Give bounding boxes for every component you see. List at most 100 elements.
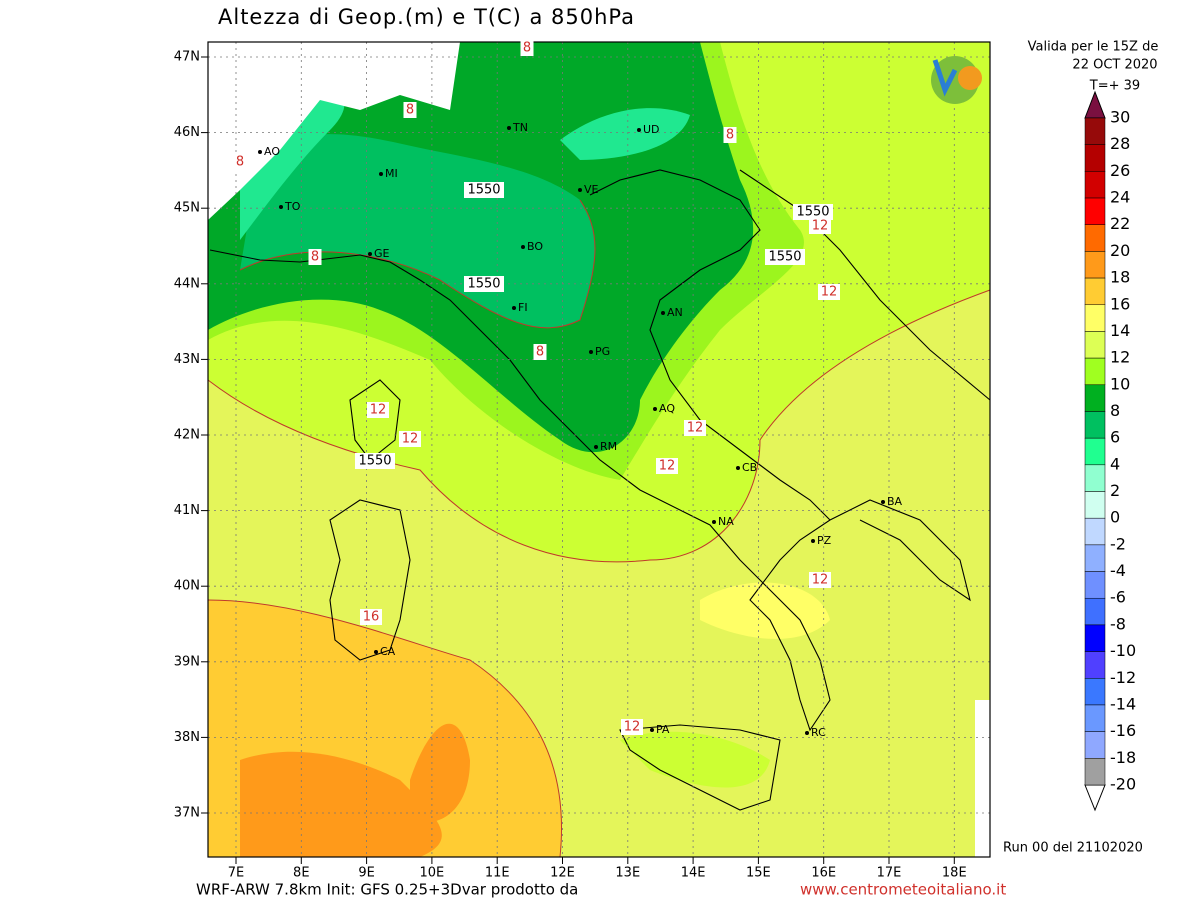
contour-label: 1550 [358,454,391,469]
contour-label: 1550 [768,250,801,265]
colorbar-box [1084,437,1106,466]
city-dot [368,252,372,256]
contour-label-bg [308,249,322,265]
contour-label: 1550 [467,277,500,292]
colorbar-box [1084,544,1106,572]
city-dot [258,150,262,154]
contour-label-bg [533,344,547,360]
lat-label: 45N [174,201,200,216]
contour-label: 8 [523,41,531,56]
colorbar-box [1084,384,1106,412]
lat-label: 44N [174,276,200,291]
colorbar-label: -18 [1110,748,1136,767]
city-label: CA [380,645,396,658]
contour-label-bg [360,609,382,625]
colorbar-label: 30 [1110,108,1130,127]
contour-label: 8 [536,345,544,360]
colorbar-label: 22 [1110,214,1130,233]
colorbar-box [1084,197,1106,225]
colorbar-label: -20 [1110,775,1136,794]
colorbar-label: -8 [1110,614,1126,633]
colorbar-box [1084,651,1106,679]
contour-label-bg [809,218,831,234]
colorbar-label: -6 [1110,588,1126,607]
lon-label: 18E [942,866,967,881]
colorbar-box [1084,624,1106,652]
valid-line: Valida per le 15Z de [1028,40,1159,55]
colorbar-label: 8 [1110,401,1120,420]
city-label: RM [600,440,617,453]
colorbar-label: -10 [1110,641,1136,660]
lon-label: 13E [615,866,640,881]
colorbar-box [1084,731,1106,759]
contour-label-bg [809,572,831,588]
contour-label: 12 [687,421,704,436]
contour-label: 1550 [467,183,500,198]
colorbar-box [1084,331,1106,359]
contour-label: 8 [236,155,244,170]
colorbar-label: 16 [1110,294,1130,313]
lon-label: 8E [293,866,310,881]
city-label: CB [742,461,757,474]
contour-label: 12 [402,432,419,447]
colorbar-box [1084,144,1106,172]
colorbar-box [1084,171,1106,199]
colorbar-box [1084,597,1106,626]
contour-label-bg [464,182,504,198]
colorbar-label: 10 [1110,374,1130,393]
colorbar-box [1084,304,1106,332]
city-label: AO [264,145,280,158]
colorbar-label: -14 [1110,694,1136,713]
colorbar-box [1084,224,1106,252]
coastline [209,169,991,811]
lat-label: 37N [174,806,200,821]
lat-label: 40N [174,579,200,594]
city-dot [578,188,582,192]
colorbar-label: 0 [1110,508,1120,527]
colorbar-label: 20 [1110,241,1130,260]
colorbar-box [1084,251,1106,279]
colorbar-label: -2 [1110,534,1126,553]
colorbar-label: 18 [1110,268,1130,287]
colorbar-label: 24 [1110,188,1130,207]
lon-label: 9E [358,866,375,881]
city-dot [805,731,809,735]
contour-label-bg [656,458,678,474]
colorbar-label: 28 [1110,134,1130,153]
city-label: AN [667,306,683,319]
graticule: 47N 46N 45N 44N 43N 42N 41N 40N 39N 38N 37N 7E 8E 9E 1… [174,42,990,881]
city-dot [374,650,378,654]
colorbar-label: -12 [1110,668,1136,687]
city-dot [589,350,593,354]
contour-label-bg [793,204,833,220]
contour-label-bg [464,276,504,292]
colorbar-box [1084,704,1106,732]
contour-label: 12 [821,285,838,300]
city-label: PZ [817,534,832,547]
colorbar-label: 14 [1110,321,1130,340]
lat-label: 38N [174,730,200,745]
colorbar-label: 2 [1110,481,1120,500]
lon-label: 14E [681,866,706,881]
contour-label: 1550 [796,205,829,220]
city-label: TO [284,200,301,213]
colorbar-label: 6 [1110,428,1120,447]
run-label: Run 00 del 21102020 [1003,841,1143,856]
colorbar-label: 26 [1110,161,1130,180]
lon-label: 16E [811,866,836,881]
city-dot [712,520,716,524]
city-dot [521,245,525,249]
lat-label: 42N [174,428,200,443]
city-label: FI [518,301,528,314]
colorbar-label: -16 [1110,721,1136,740]
title: Altezza di Geop.(m) e T(C) a 850hPa [218,5,635,29]
city-label: NA [718,515,734,528]
city-dot [811,539,815,543]
contour-label: 12 [624,720,641,735]
city-dot [379,172,383,176]
footer-left: WRF-ARW 7.8km Init: GFS 0.25+3Dvar prodo… [196,881,578,899]
contour-label: 12 [812,573,829,588]
contour-label-bg [355,453,395,469]
valid-step: T=+ 39 [1089,79,1140,94]
